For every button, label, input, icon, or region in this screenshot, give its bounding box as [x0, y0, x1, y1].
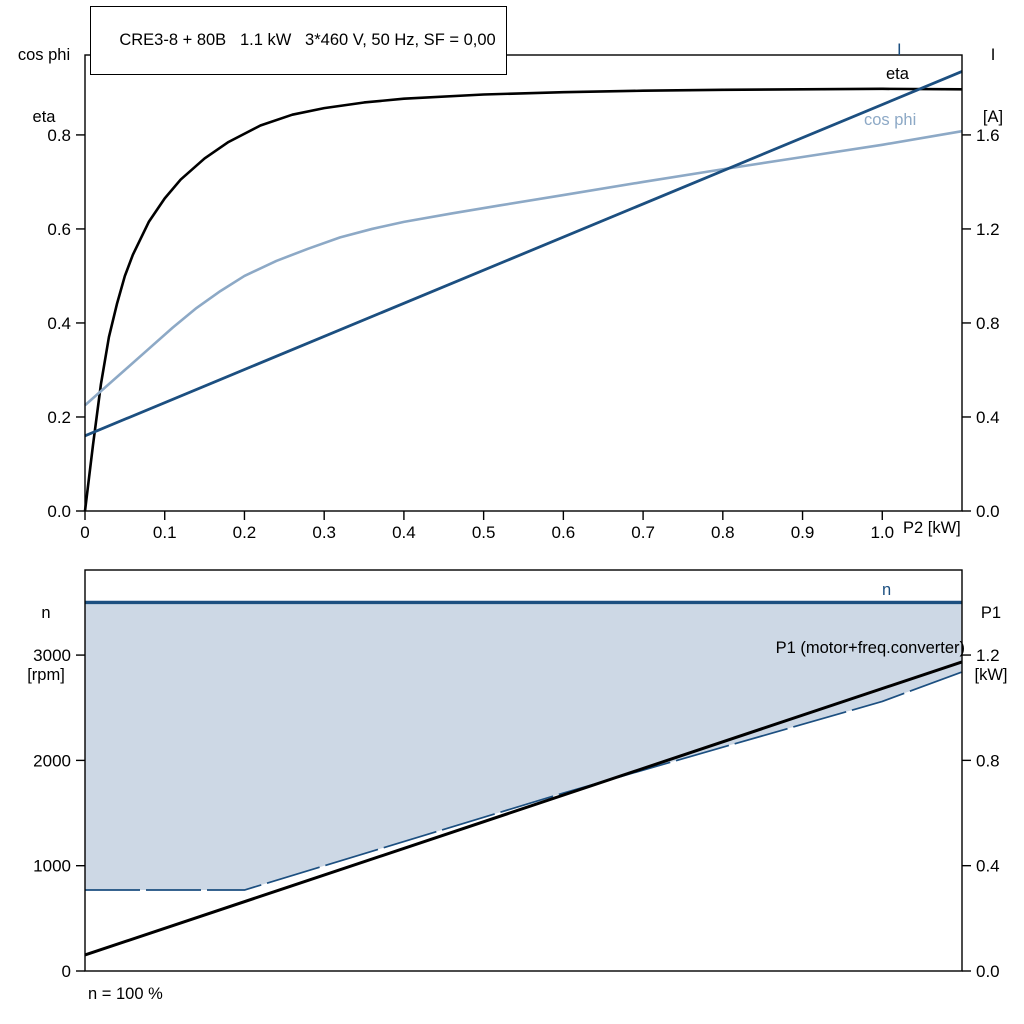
- speed-percentage-note: n = 100 %: [88, 985, 163, 1003]
- x-axis-label: P2 [kW]: [903, 519, 961, 537]
- x-tick-label: 1.0: [870, 523, 894, 542]
- top-right-axis-label: I [A]: [966, 4, 1020, 169]
- right-tick-label: 0.4: [976, 408, 1000, 427]
- series-eta-line: [83, 87, 963, 512]
- curve-label-cos-phi: cos phi: [864, 111, 917, 129]
- bottom-right-axis-label: P1 [kW]: [962, 562, 1020, 727]
- right-tick-label: 1.6: [976, 126, 1000, 145]
- speed-axis-label-line2: [rpm]: [27, 666, 65, 685]
- left-tick-label: 0: [62, 962, 71, 981]
- chart-title: CRE3-8 + 80B 1.1 kW 3*460 V, 50 Hz, SF =…: [119, 30, 496, 49]
- p1-axis-label-line1: P1: [980, 604, 1002, 623]
- left-tick-label: 0.2: [47, 408, 71, 427]
- left-tick-label: 0.0: [47, 502, 71, 521]
- x-tick-label: 0.6: [552, 523, 576, 542]
- x-tick-label: 0: [80, 523, 89, 542]
- right-tick-label: 1.2: [976, 220, 1000, 239]
- x-tick-label: 0.3: [312, 523, 336, 542]
- x-tick-label: 0.1: [153, 523, 177, 542]
- plot-frame: [84, 54, 963, 512]
- right-axis-label-line1: I: [990, 46, 996, 65]
- left-tick-label: 1000: [33, 857, 71, 876]
- series-n_min-line: [85, 671, 963, 891]
- right-tick-label: 0.4: [976, 857, 1000, 876]
- left-axis-label-line1: cos phi: [17, 46, 71, 65]
- speed-range-fill: [85, 602, 962, 891]
- x-tick-label: 0.7: [631, 523, 655, 542]
- curve-label-p1: P1 (motor+freq.converter): [775, 639, 965, 657]
- x-tick-label: 0.9: [791, 523, 815, 542]
- left-tick-label: 3000: [33, 646, 71, 665]
- right-tick-label: 0.8: [976, 314, 1000, 333]
- x-tick-label: 0.8: [711, 523, 735, 542]
- p1-axis-label-line2: [kW]: [974, 666, 1008, 685]
- bottom-left-axis-label: n [rpm]: [12, 562, 80, 727]
- curve-label-eta: eta: [886, 65, 909, 83]
- right-tick-label: 0.0: [976, 962, 1000, 981]
- left-axis-label-line2: eta: [32, 108, 56, 127]
- left-tick-label: 0.6: [47, 220, 71, 239]
- chart-title-box: CRE3-8 + 80B 1.1 kW 3*460 V, 50 Hz, SF =…: [90, 6, 507, 75]
- x-tick-label: 0.2: [233, 523, 257, 542]
- x-tick-label: 0.5: [472, 523, 496, 542]
- right-axis-label-line2: [A]: [982, 108, 1004, 127]
- left-tick-label: 0.8: [47, 126, 71, 145]
- curve-label-current: I: [897, 41, 902, 59]
- right-tick-label: 0.0: [976, 502, 1000, 521]
- series-I-line: [84, 70, 963, 438]
- plot-frame: [84, 569, 963, 972]
- series-P1-line: [84, 660, 963, 957]
- right-tick-label: 1.2: [976, 646, 1000, 665]
- curve-label-speed: n: [882, 581, 892, 599]
- left-tick-label: 0.4: [47, 314, 71, 333]
- left-tick-label: 2000: [33, 751, 71, 770]
- x-tick-label: 0.4: [392, 523, 416, 542]
- right-tick-label: 0.8: [976, 751, 1000, 770]
- top-left-axis-label: cos phi eta: [8, 4, 80, 169]
- speed-axis-label-line1: n: [41, 604, 51, 623]
- series-cos_phi-line: [84, 129, 963, 407]
